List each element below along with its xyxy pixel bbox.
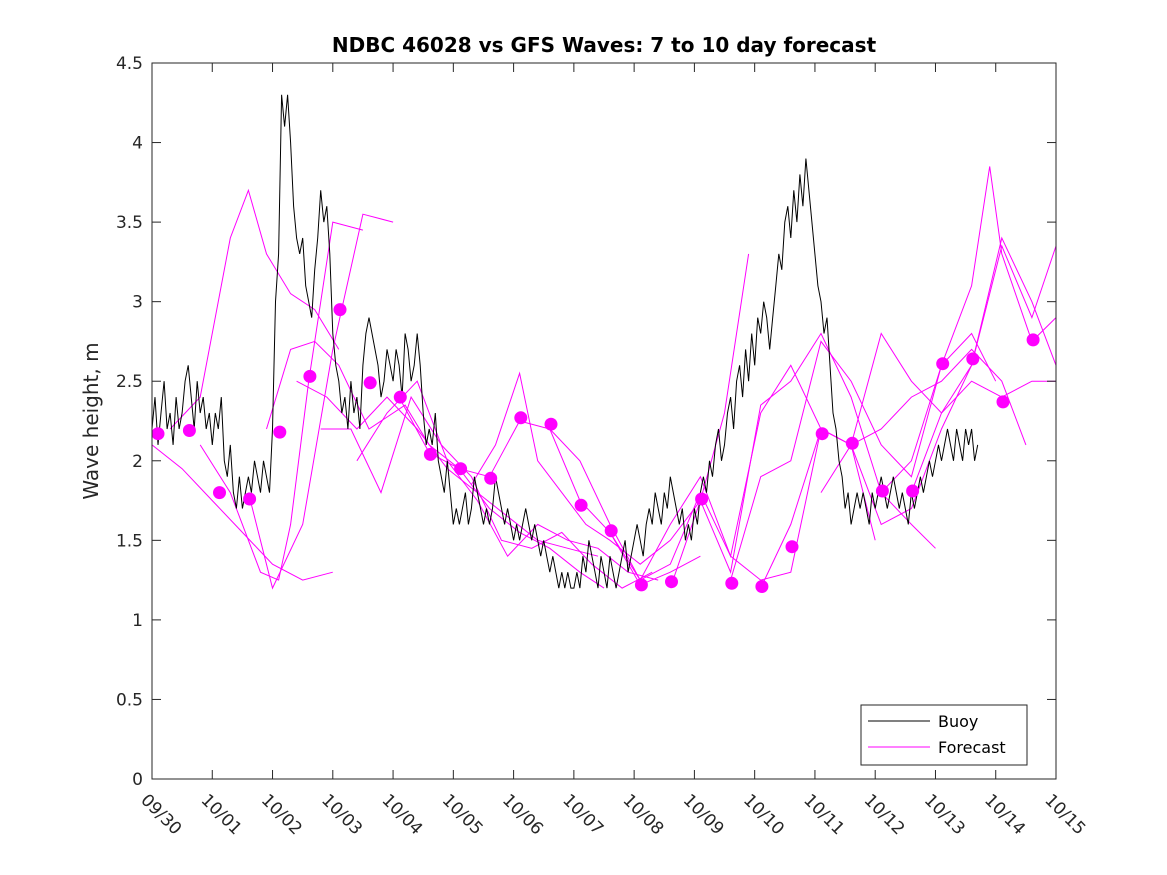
forecast-line-14 bbox=[730, 332, 997, 581]
forecast-marker bbox=[755, 580, 769, 593]
forecast-marker bbox=[966, 352, 980, 366]
plot-area bbox=[152, 63, 1056, 779]
y-axis-label: Wave height, m bbox=[79, 342, 103, 499]
y-tick-label: 2 bbox=[132, 452, 143, 472]
y-tick-label: 1 bbox=[132, 611, 143, 631]
forecast-line-3 bbox=[199, 221, 364, 581]
forecast-line-11 bbox=[549, 428, 822, 581]
forecast-line-1 bbox=[151, 444, 333, 581]
y-axis-ticks: 0 0.5 1 1.5 2 2.5 3 3.5 4 4.5 bbox=[116, 54, 1056, 790]
forecast-marker bbox=[785, 540, 799, 554]
forecast-marker bbox=[484, 471, 498, 485]
forecast-line-2 bbox=[169, 188, 340, 430]
y-tick-label: 3 bbox=[132, 293, 143, 313]
forecast-marker bbox=[243, 492, 257, 506]
forecast-marker bbox=[845, 436, 859, 450]
legend-box bbox=[860, 704, 1028, 766]
forecast-marker bbox=[423, 447, 437, 461]
y-tick-label: 4.5 bbox=[116, 54, 143, 74]
forecast-marker bbox=[996, 395, 1010, 409]
forecast-line-19 bbox=[910, 380, 1056, 493]
forecast-line-4 bbox=[247, 213, 394, 590]
legend: Buoy Forecast bbox=[860, 704, 1028, 766]
forecast-marker bbox=[303, 369, 317, 383]
forecast-marker bbox=[393, 390, 407, 404]
forecast-line-15 bbox=[760, 348, 1027, 589]
forecast-marker bbox=[363, 376, 377, 390]
forecast-marker bbox=[936, 357, 950, 371]
forecast-marker bbox=[273, 425, 287, 439]
forecast-marker bbox=[514, 411, 528, 425]
axes-box bbox=[151, 62, 1057, 780]
forecast-marker bbox=[544, 417, 558, 431]
forecast-marker bbox=[213, 486, 226, 500]
legend-forecast-label: Forecast bbox=[938, 738, 1006, 757]
forecast-marker bbox=[634, 578, 648, 592]
y-tick-label: 0 bbox=[132, 770, 143, 790]
series-layer bbox=[151, 94, 1057, 590]
forecast-marker bbox=[454, 462, 468, 476]
forecast-marker bbox=[906, 484, 920, 498]
forecast-marker bbox=[182, 424, 196, 437]
y-tick-label: 3.5 bbox=[116, 213, 143, 233]
forecast-marker bbox=[665, 575, 678, 589]
forecast-marker bbox=[151, 427, 165, 441]
forecast-line-17 bbox=[850, 244, 1057, 446]
forecast-marker bbox=[333, 303, 347, 317]
y-tick-label: 1.5 bbox=[116, 531, 143, 551]
forecast-line-13 bbox=[669, 332, 936, 589]
forecast-marker bbox=[875, 484, 889, 498]
forecast-line-8 bbox=[356, 380, 659, 581]
forecast-marker bbox=[574, 498, 588, 512]
forecast-marker bbox=[695, 492, 709, 506]
legend-buoy-label: Buoy bbox=[938, 712, 978, 731]
y-tick-label: 2.5 bbox=[116, 372, 143, 392]
forecast-marker bbox=[1026, 333, 1040, 347]
buoy-line bbox=[151, 94, 979, 589]
forecast-marker bbox=[604, 524, 618, 538]
forecast-marker bbox=[815, 427, 829, 441]
chart-title: NDBC 46028 vs GFS Waves: 7 to 10 day for… bbox=[332, 33, 877, 57]
forecast-line-18 bbox=[880, 166, 1057, 493]
forecast-marker bbox=[725, 576, 739, 590]
y-tick-label: 4 bbox=[132, 134, 143, 154]
y-tick-label: 0.5 bbox=[116, 690, 143, 710]
forecast-line-16 bbox=[820, 236, 1057, 526]
forecast-markers bbox=[151, 303, 1040, 593]
